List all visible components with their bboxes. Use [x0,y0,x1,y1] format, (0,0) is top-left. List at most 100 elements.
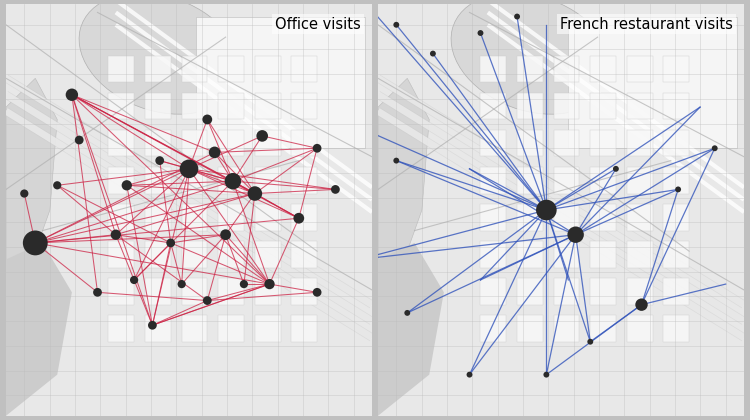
FancyBboxPatch shape [554,315,579,342]
Polygon shape [6,243,72,416]
FancyBboxPatch shape [182,241,207,268]
FancyBboxPatch shape [255,167,280,194]
FancyBboxPatch shape [292,315,317,342]
Point [121,182,133,189]
FancyBboxPatch shape [517,130,543,157]
FancyBboxPatch shape [627,241,652,268]
FancyBboxPatch shape [145,278,171,304]
FancyBboxPatch shape [554,278,579,304]
FancyBboxPatch shape [292,167,317,194]
FancyBboxPatch shape [218,130,244,157]
FancyBboxPatch shape [517,93,543,119]
FancyBboxPatch shape [218,55,244,82]
Point [256,133,268,139]
Point [329,186,341,193]
Point [18,190,30,197]
FancyBboxPatch shape [145,130,171,157]
Point [201,297,213,304]
FancyBboxPatch shape [292,278,317,304]
FancyBboxPatch shape [517,278,543,304]
FancyBboxPatch shape [109,167,134,194]
FancyBboxPatch shape [218,278,244,304]
Point [709,145,721,152]
FancyBboxPatch shape [664,55,689,82]
Point [209,149,220,156]
FancyBboxPatch shape [590,204,616,231]
Point [464,371,476,378]
Point [92,289,104,296]
FancyBboxPatch shape [481,93,506,119]
FancyBboxPatch shape [182,278,207,304]
FancyBboxPatch shape [292,241,317,268]
FancyBboxPatch shape [182,315,207,342]
FancyBboxPatch shape [481,167,506,194]
Point [570,231,582,238]
Point [263,281,275,287]
FancyBboxPatch shape [517,204,543,231]
FancyBboxPatch shape [664,204,689,231]
Point [475,30,487,37]
FancyBboxPatch shape [145,204,171,231]
FancyBboxPatch shape [554,241,579,268]
FancyBboxPatch shape [292,55,317,82]
Point [220,231,232,238]
FancyBboxPatch shape [481,55,506,82]
FancyBboxPatch shape [517,241,543,268]
Point [66,92,78,98]
FancyBboxPatch shape [255,93,280,119]
FancyBboxPatch shape [627,278,652,304]
FancyBboxPatch shape [481,130,506,157]
Polygon shape [378,243,444,416]
FancyBboxPatch shape [481,278,506,304]
FancyBboxPatch shape [664,130,689,157]
FancyBboxPatch shape [109,55,134,82]
FancyBboxPatch shape [627,204,652,231]
Point [29,239,41,246]
FancyBboxPatch shape [554,204,579,231]
FancyBboxPatch shape [664,241,689,268]
Point [311,145,323,152]
FancyBboxPatch shape [590,130,616,157]
FancyBboxPatch shape [481,241,506,268]
Point [201,116,213,123]
FancyBboxPatch shape [145,241,171,268]
FancyBboxPatch shape [664,278,689,304]
FancyBboxPatch shape [590,55,616,82]
FancyBboxPatch shape [517,315,543,342]
Point [390,21,402,28]
Point [183,165,195,172]
FancyBboxPatch shape [145,55,171,82]
Point [165,239,177,246]
FancyBboxPatch shape [590,93,616,119]
FancyBboxPatch shape [196,16,364,148]
FancyBboxPatch shape [627,167,652,194]
FancyBboxPatch shape [292,93,317,119]
FancyBboxPatch shape [627,55,652,82]
FancyBboxPatch shape [255,278,280,304]
Ellipse shape [79,0,240,114]
FancyBboxPatch shape [664,93,689,119]
Point [146,322,158,328]
FancyBboxPatch shape [292,130,317,157]
FancyBboxPatch shape [590,315,616,342]
Point [311,289,323,296]
FancyBboxPatch shape [554,93,579,119]
Point [227,178,239,184]
Point [390,157,402,164]
Point [635,301,647,308]
FancyBboxPatch shape [218,93,244,119]
FancyBboxPatch shape [255,204,280,231]
FancyBboxPatch shape [109,130,134,157]
FancyBboxPatch shape [109,93,134,119]
FancyBboxPatch shape [255,130,280,157]
Point [610,165,622,172]
FancyBboxPatch shape [218,167,244,194]
FancyBboxPatch shape [218,241,244,268]
FancyBboxPatch shape [182,55,207,82]
FancyBboxPatch shape [218,204,244,231]
FancyBboxPatch shape [568,16,736,148]
FancyBboxPatch shape [590,241,616,268]
Text: French restaurant visits: French restaurant visits [560,16,733,32]
Point [584,339,596,345]
Point [74,136,86,143]
